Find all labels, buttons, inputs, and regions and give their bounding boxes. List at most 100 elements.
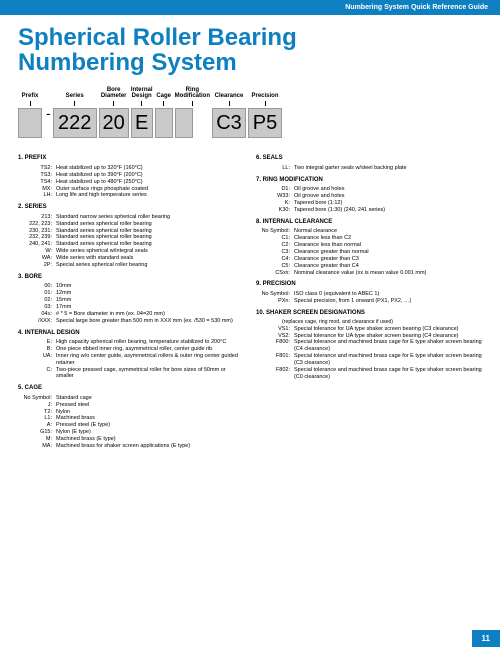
item-desc: Heat stabilized up to 320°F (160°C) <box>56 165 244 172</box>
page-title: Spherical Roller Bearing Numbering Syste… <box>0 15 500 87</box>
segment-box <box>155 108 173 138</box>
item-code: T2: <box>18 409 56 416</box>
item-desc: Oil groove and holes <box>294 193 482 200</box>
item-desc: Nominal clearance value (xx is mean valu… <box>294 270 482 277</box>
item-desc: Inner ring w/o center guide, asymmetrica… <box>56 353 244 367</box>
item-desc: Special series spherical roller bearing <box>56 262 244 269</box>
diagram-segment: BoreDiameter 20 <box>99 87 129 138</box>
list-item: F801:Special tolerance and machined bras… <box>256 353 482 367</box>
list-item: T2:Nylon <box>18 409 244 416</box>
section-heading: 7. RING MODIFICATION <box>256 177 482 185</box>
list-item: 04≤:# * 5 = Bore diameter in mm (ex. 04=… <box>18 311 244 318</box>
dash: - <box>44 105 53 121</box>
segment-label: Series <box>53 93 97 101</box>
list-item: 03:17mm <box>18 304 244 311</box>
item-code: 2P: <box>18 262 56 269</box>
item-code: 02: <box>18 297 56 304</box>
segment-box <box>18 108 42 138</box>
list-item: 01:12mm <box>18 290 244 297</box>
item-desc: Heat stabilized up to 480°F (250°C) <box>56 179 244 186</box>
item-code: B: <box>18 346 56 353</box>
item-desc: Two integral garter seals w/steel backin… <box>294 165 482 172</box>
list-item: B:One piece ribbed inner ring, asymmetri… <box>18 346 244 353</box>
item-desc: Clearance less than normal <box>294 242 482 249</box>
list-item: D1:Oil groove and holes <box>256 186 482 193</box>
segment-label: BoreDiameter <box>99 87 129 101</box>
list-item: /XXX:Special large bore greater than 500… <box>18 318 244 325</box>
item-code: 230, 231: <box>18 228 56 235</box>
list-item: 232, 239:Standard series spherical rolle… <box>18 234 244 241</box>
item-code: 240, 241: <box>18 241 56 248</box>
list-item: C5:Clearance greater than C4 <box>256 263 482 270</box>
item-code: VS2: <box>256 333 294 340</box>
item-desc: Oil groove and holes <box>294 186 482 193</box>
segment-box: 20 <box>99 108 129 138</box>
item-desc: Long life and high temperature series <box>56 192 244 199</box>
section-heading: 2. SERIES <box>18 204 244 212</box>
item-code: D1: <box>256 186 294 193</box>
item-desc: Wide series spherical w/integral seals <box>56 248 244 255</box>
item-desc: Standard series spherical roller bearing <box>56 241 244 248</box>
list-item: 2P:Special series spherical roller beari… <box>18 262 244 269</box>
section-heading: 5. CAGE <box>18 385 244 393</box>
segment-label: RingModification <box>175 87 210 101</box>
list-item: W33:Oil groove and holes <box>256 193 482 200</box>
item-code: 03: <box>18 304 56 311</box>
item-code: 222, 223: <box>18 221 56 228</box>
item-code: VS1: <box>256 326 294 333</box>
left-column: 1. PREFIXTS2:Heat stabilized up to 320°F… <box>18 150 244 449</box>
diagram-segment: ClearanceC3 <box>212 93 246 138</box>
item-code: 213: <box>18 214 56 221</box>
list-item: 230, 231:Standard series spherical rolle… <box>18 228 244 235</box>
item-desc: # * 5 = Bore diameter in mm (ex. 04=20 m… <box>56 311 244 318</box>
item-desc: High capacity spherical roller bearing, … <box>56 339 244 346</box>
item-desc: Clearance greater than C3 <box>294 256 482 263</box>
item-desc: Special tolerance for UA type shaker scr… <box>294 326 482 333</box>
section-heading: 8. INTERNAL CLEARANCE <box>256 219 482 227</box>
list-item: K:Tapered bore (1:12) <box>256 200 482 207</box>
item-code: TS3: <box>18 172 56 179</box>
list-item: 222, 223:Standard series spherical rolle… <box>18 221 244 228</box>
list-item: A:Pressed steel (E type) <box>18 422 244 429</box>
item-desc: Clearance greater than normal <box>294 249 482 256</box>
item-desc: Heat stabilized up to 390°F (200°C) <box>56 172 244 179</box>
page-number: 11 <box>472 630 500 647</box>
section-heading: 10. SHAKER SCREEN DESIGNATIONS <box>256 310 482 318</box>
item-desc: Machined brass <box>56 415 244 422</box>
section-heading: 6. SEALS <box>256 155 482 163</box>
list-item: W:Wide series spherical w/integral seals <box>18 248 244 255</box>
item-code: E: <box>18 339 56 346</box>
section-heading: 9. PRECISION <box>256 281 482 289</box>
item-desc: Standard series spherical roller bearing <box>56 234 244 241</box>
list-item: MX:Outer surface rings phosphate coated <box>18 186 244 193</box>
item-desc: Standard series spherical roller bearing <box>56 228 244 235</box>
item-code: LH: <box>18 192 56 199</box>
item-code: 00: <box>18 283 56 290</box>
item-code: C: <box>18 367 56 381</box>
list-item: No Symbol:Standard cage <box>18 395 244 402</box>
item-desc: 15mm <box>56 297 244 304</box>
segment-label: Precision <box>248 93 282 101</box>
item-code: UA: <box>18 353 56 367</box>
list-item: TS4:Heat stabilized up to 480°F (250°C) <box>18 179 244 186</box>
item-code: J: <box>18 402 56 409</box>
item-desc: Clearance less than C2 <box>294 235 482 242</box>
list-item: CSxx:Nominal clearance value (xx is mean… <box>256 270 482 277</box>
right-column: 6. SEALSLL:Two integral garter seals w/s… <box>256 150 482 449</box>
item-code: L1: <box>18 415 56 422</box>
item-code: TS4: <box>18 179 56 186</box>
segment-label: Cage <box>155 93 173 101</box>
item-code: C3: <box>256 249 294 256</box>
item-code: MX: <box>18 186 56 193</box>
item-code: M: <box>18 436 56 443</box>
segment-box <box>175 108 193 138</box>
item-desc: Pressed steel <box>56 402 244 409</box>
item-desc: Outer surface rings phosphate coated <box>56 186 244 193</box>
list-item: L1:Machined brass <box>18 415 244 422</box>
item-code: W33: <box>256 193 294 200</box>
list-item: No Symbol:Normal clearance <box>256 228 482 235</box>
item-desc: Special precision, from 1 onward (PX1, P… <box>294 298 482 305</box>
item-desc: Normal clearance <box>294 228 482 235</box>
item-desc: ISO class 0 (equivalent to ABEC 1) <box>294 291 482 298</box>
item-code: No Symbol: <box>18 395 56 402</box>
